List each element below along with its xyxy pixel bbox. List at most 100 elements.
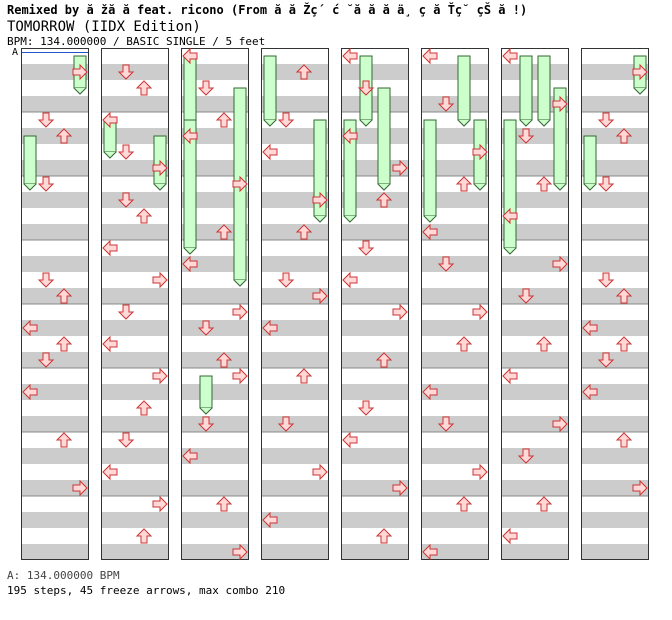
- beat-stripe: [581, 320, 649, 336]
- beat-stripe: [101, 288, 169, 304]
- chart-info: BPM: 134.000000 / BASIC SINGLE / 5 feet: [7, 35, 266, 48]
- beat-stripe: [581, 192, 649, 208]
- step-arrow: [615, 336, 633, 352]
- step-arrow: [375, 192, 393, 208]
- beat-stripe: [501, 64, 569, 80]
- beat-stripe: [21, 544, 89, 560]
- step-arrow: [117, 64, 135, 80]
- beat-stripe: [501, 256, 569, 272]
- beat-stripe: [501, 544, 569, 560]
- step-arrow: [357, 400, 375, 416]
- beat-stripe: [581, 512, 649, 528]
- beat-stripe: [341, 352, 409, 368]
- panel-border: [101, 48, 169, 560]
- beat-stripe: [421, 448, 489, 464]
- step-arrow: [392, 159, 408, 177]
- beat-stripe: [501, 288, 569, 304]
- beat-stripe: [341, 128, 409, 144]
- beat-stripe: [21, 448, 89, 464]
- step-arrow: [615, 432, 633, 448]
- step-arrow: [597, 352, 615, 368]
- freeze-arrow-tail: [73, 87, 87, 95]
- beat-stripe: [581, 480, 649, 496]
- step-arrow: [232, 543, 248, 561]
- step-arrow: [102, 239, 118, 257]
- beat-stripe: [261, 288, 329, 304]
- freeze-arrow-tail: [553, 183, 567, 191]
- beat-stripe: [421, 480, 489, 496]
- beat-stripe: [181, 128, 249, 144]
- beat-stripe: [341, 480, 409, 496]
- step-arrow: [37, 176, 55, 192]
- panel-border: [21, 48, 89, 560]
- step-arrow: [312, 463, 328, 481]
- beat-stripe: [581, 352, 649, 368]
- step-arrow: [472, 143, 488, 161]
- beat-stripe: [21, 192, 89, 208]
- beat-stripe: [581, 544, 649, 560]
- beat-stripe: [261, 224, 329, 240]
- step-arrow: [215, 496, 233, 512]
- step-arrow: [437, 256, 455, 272]
- step-arrow: [102, 335, 118, 353]
- freeze-arrow-tail: [153, 183, 167, 191]
- beat-stripe: [181, 64, 249, 80]
- step-arrow: [472, 463, 488, 481]
- beat-stripe: [501, 224, 569, 240]
- beat-stripe: [501, 512, 569, 528]
- beat-stripe: [21, 320, 89, 336]
- step-arrow: [615, 288, 633, 304]
- beat-stripe: [581, 288, 649, 304]
- step-arrow: [232, 303, 248, 321]
- beat-stripe: [181, 416, 249, 432]
- step-arrow: [342, 127, 358, 145]
- step-arrow: [262, 511, 278, 529]
- step-arrow: [502, 367, 518, 385]
- step-arrow: [197, 320, 215, 336]
- beat-stripe: [261, 96, 329, 112]
- step-arrow: [152, 159, 168, 177]
- beat-stripe: [341, 288, 409, 304]
- freeze-arrow: [519, 55, 533, 121]
- step-arrow: [295, 368, 313, 384]
- beat-stripe: [341, 384, 409, 400]
- beat-stripe: [181, 448, 249, 464]
- step-arrow: [22, 383, 38, 401]
- step-arrow: [37, 352, 55, 368]
- beat-stripe: [101, 192, 169, 208]
- step-arrow: [632, 63, 648, 81]
- step-arrow: [535, 496, 553, 512]
- beat-stripe: [581, 160, 649, 176]
- beat-stripe: [341, 320, 409, 336]
- beat-stripe: [101, 384, 169, 400]
- beat-stripe: [101, 256, 169, 272]
- step-arrow: [182, 447, 198, 465]
- beat-stripe: [181, 480, 249, 496]
- beat-stripe: [181, 160, 249, 176]
- beat-stripe: [341, 416, 409, 432]
- beat-stripe: [21, 256, 89, 272]
- beat-stripe: [501, 96, 569, 112]
- step-arrow: [357, 240, 375, 256]
- freeze-arrow-tail: [583, 183, 597, 191]
- step-arrow: [597, 112, 615, 128]
- step-arrow: [502, 47, 518, 65]
- freeze-arrow-tail: [359, 119, 373, 127]
- panel-border: [581, 48, 649, 560]
- beat-stripe: [501, 128, 569, 144]
- beat-stripe: [421, 416, 489, 432]
- beat-stripe: [341, 448, 409, 464]
- freeze-arrow-tail: [263, 119, 277, 127]
- beat-stripe: [21, 128, 89, 144]
- freeze-arrow-tail: [377, 183, 391, 191]
- beat-stripe: [181, 288, 249, 304]
- beat-stripe: [181, 96, 249, 112]
- freeze-arrow-tail: [23, 183, 37, 191]
- freeze-arrow-tail: [503, 247, 517, 255]
- step-arrow: [517, 128, 535, 144]
- step-arrow: [152, 271, 168, 289]
- beat-stripe: [341, 64, 409, 80]
- step-arrow: [215, 112, 233, 128]
- panel-border: [181, 48, 249, 560]
- step-arrow: [342, 47, 358, 65]
